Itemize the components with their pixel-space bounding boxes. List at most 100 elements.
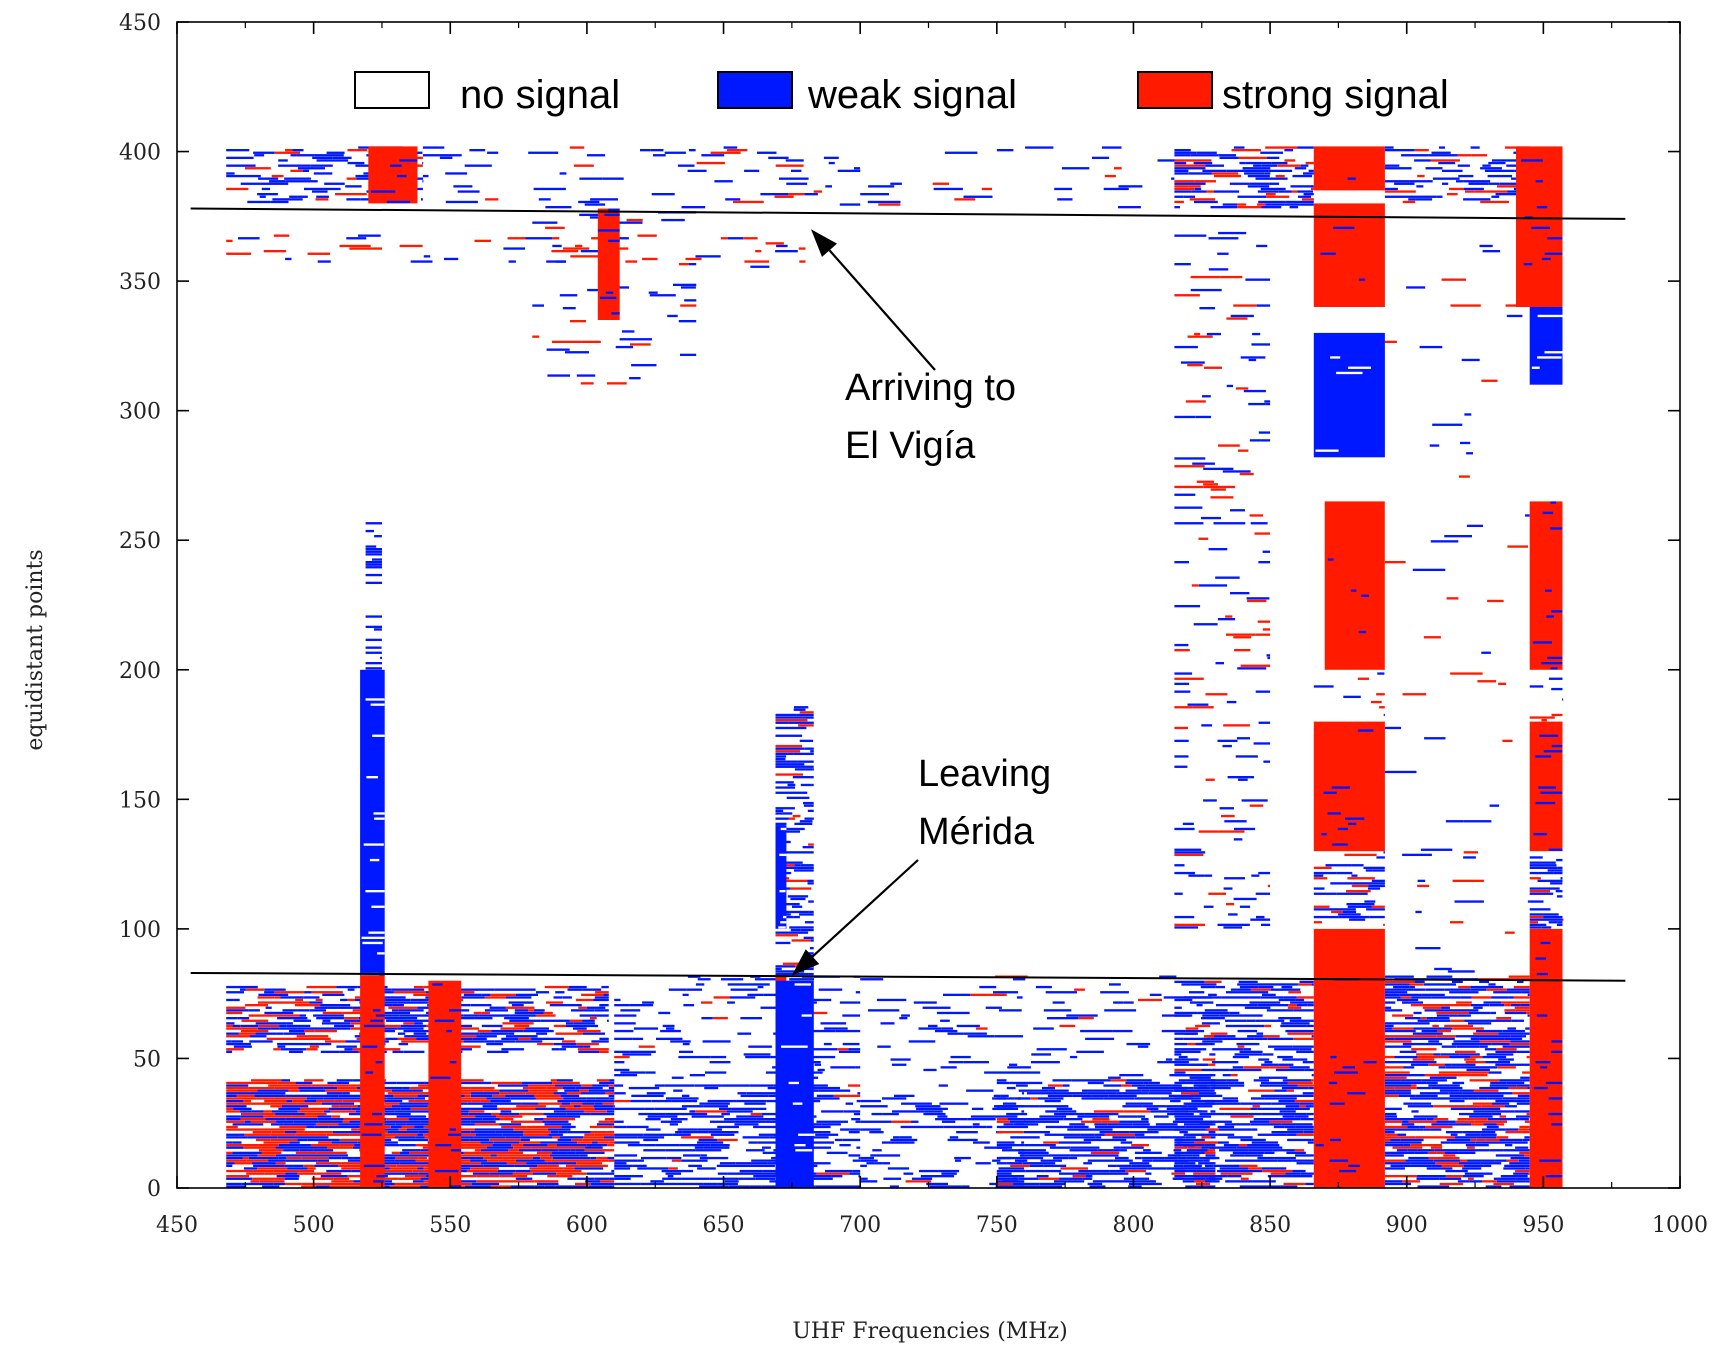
heatmap-cell bbox=[348, 1112, 367, 1116]
heatmap-cell bbox=[487, 1050, 509, 1054]
heatmap-cell bbox=[1434, 967, 1452, 971]
heatmap-cell bbox=[1426, 1118, 1434, 1121]
heatmap-cell bbox=[369, 1107, 401, 1111]
heatmap-cell bbox=[244, 1120, 251, 1123]
heatmap-cell bbox=[532, 304, 544, 307]
heatmap-cell bbox=[226, 1162, 235, 1165]
heatmap-cell bbox=[1006, 1112, 1028, 1116]
heatmap-cell bbox=[860, 1120, 892, 1123]
heatmap-cell bbox=[570, 1149, 576, 1152]
heatmap-cell bbox=[470, 1131, 496, 1134]
heatmap-cell bbox=[334, 1024, 354, 1028]
heatmap-cell bbox=[403, 1154, 430, 1157]
heatmap-cell bbox=[286, 1156, 296, 1160]
heatmap-cell bbox=[1402, 1042, 1422, 1046]
heatmap-cell bbox=[1384, 1182, 1412, 1186]
heatmap-cell bbox=[1330, 356, 1341, 359]
heatmap-cell bbox=[726, 978, 744, 981]
heatmap-cell bbox=[695, 1110, 727, 1113]
heatmap-cell bbox=[1450, 1141, 1466, 1144]
strong-signal-block bbox=[360, 975, 385, 1188]
heatmap-cell bbox=[297, 1027, 319, 1030]
heatmap-cell bbox=[1384, 1131, 1395, 1134]
heatmap-cell bbox=[614, 1055, 630, 1059]
y-tick-label: 400 bbox=[119, 141, 161, 166]
heatmap-cell bbox=[753, 1175, 785, 1178]
heatmap-cell bbox=[535, 1014, 556, 1017]
heatmap-cell bbox=[469, 1138, 490, 1142]
heatmap-cell bbox=[1449, 991, 1479, 994]
heatmap-cell bbox=[610, 1120, 615, 1123]
heatmap-cell bbox=[1430, 1128, 1442, 1131]
heatmap-cell bbox=[1548, 921, 1558, 924]
heatmap-cell bbox=[1419, 1125, 1425, 1129]
heatmap-cell bbox=[1118, 185, 1143, 188]
heatmap-cell bbox=[824, 1097, 840, 1100]
heatmap-cell bbox=[1442, 169, 1463, 173]
heatmap-cell bbox=[1529, 864, 1557, 867]
heatmap-cell bbox=[721, 1084, 750, 1087]
heatmap-cell bbox=[1212, 1048, 1244, 1051]
heatmap-cell bbox=[510, 1185, 535, 1188]
heatmap-cell bbox=[1532, 641, 1552, 644]
heatmap-cell bbox=[1219, 156, 1239, 160]
heatmap-cell bbox=[507, 237, 526, 240]
heatmap-cell bbox=[490, 993, 516, 997]
heatmap-cell bbox=[911, 1120, 919, 1123]
heatmap-cell bbox=[242, 1156, 249, 1160]
heatmap-cell bbox=[1436, 1014, 1450, 1017]
heatmap-cell bbox=[1163, 996, 1196, 999]
heatmap-cell bbox=[374, 1128, 399, 1131]
heatmap-cell bbox=[358, 146, 373, 149]
heatmap-cell bbox=[695, 255, 721, 258]
heatmap-cell bbox=[1430, 540, 1459, 543]
heatmap-cell bbox=[1196, 1182, 1211, 1186]
heatmap-cell bbox=[1281, 985, 1293, 989]
heatmap-cell bbox=[852, 1159, 861, 1162]
heatmap-cell bbox=[860, 1177, 868, 1180]
heatmap-cell bbox=[1261, 206, 1282, 209]
heatmap-cell bbox=[401, 1040, 418, 1043]
heatmap-cell bbox=[599, 1182, 615, 1186]
heatmap-cell bbox=[1239, 161, 1246, 165]
heatmap-cell bbox=[1514, 1110, 1530, 1113]
heatmap-cell bbox=[341, 1162, 369, 1165]
heatmap-cell bbox=[543, 1011, 553, 1015]
heatmap-cell bbox=[1509, 1042, 1530, 1046]
heatmap-cell bbox=[1248, 402, 1266, 406]
heatmap-cell bbox=[506, 1162, 527, 1165]
heatmap-cell bbox=[611, 1169, 615, 1173]
heatmap-cell bbox=[1417, 1185, 1450, 1188]
heatmap-cell bbox=[258, 177, 279, 180]
heatmap-cell bbox=[422, 161, 424, 165]
heatmap-cell bbox=[1517, 980, 1524, 984]
heatmap-cell bbox=[1275, 174, 1285, 178]
heatmap-cell bbox=[1473, 1110, 1491, 1113]
heatmap-cell bbox=[455, 1141, 481, 1144]
heatmap-cell bbox=[565, 1022, 574, 1025]
heatmap-cell bbox=[301, 1136, 329, 1139]
heatmap-cell bbox=[1433, 1105, 1466, 1108]
heatmap-cell bbox=[298, 1086, 324, 1090]
heatmap-cell bbox=[1383, 713, 1385, 717]
heatmap-cell bbox=[285, 1094, 311, 1098]
heatmap-cell bbox=[1174, 149, 1191, 152]
heatmap-cell bbox=[1218, 1128, 1225, 1131]
heatmap-cell bbox=[1329, 1159, 1349, 1162]
heatmap-cell bbox=[1013, 978, 1026, 981]
heatmap-cell bbox=[557, 1079, 573, 1082]
heatmap-cell bbox=[257, 1089, 289, 1092]
heatmap-cell bbox=[804, 193, 818, 196]
heatmap-cell bbox=[1445, 820, 1464, 823]
heatmap-cell bbox=[271, 1131, 285, 1134]
heatmap-cell bbox=[1446, 1138, 1471, 1142]
heatmap-cell bbox=[1556, 923, 1563, 927]
heatmap-cell bbox=[1527, 993, 1530, 997]
heatmap-cell bbox=[403, 1022, 415, 1025]
heatmap-cell bbox=[1123, 1177, 1150, 1180]
heatmap-cell bbox=[1490, 1081, 1507, 1085]
heatmap-cell bbox=[486, 1042, 503, 1046]
heatmap-cell bbox=[260, 1092, 286, 1095]
heatmap-cell bbox=[807, 879, 814, 883]
